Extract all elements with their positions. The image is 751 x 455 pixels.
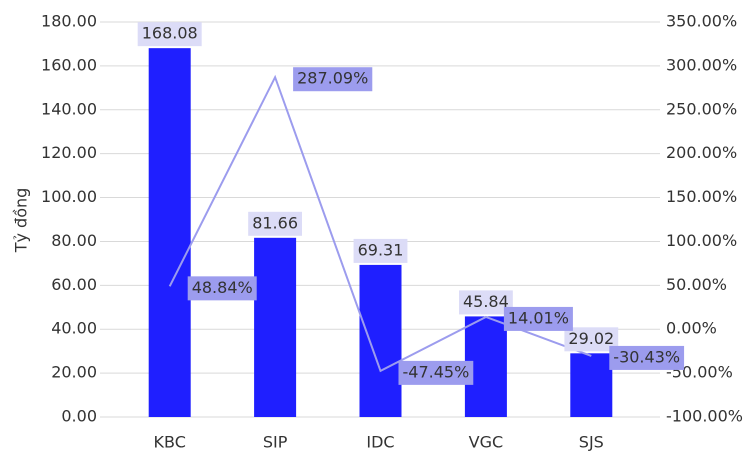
- y2-tick-label: -100.00%: [666, 407, 743, 426]
- data-label: -47.45%: [398, 360, 474, 385]
- bar: [148, 48, 191, 417]
- data-label-text: 48.84%: [192, 278, 253, 297]
- data-label: -30.43%: [609, 345, 685, 370]
- data-label-text: -30.43%: [613, 347, 680, 366]
- y-tick-label: 180.00: [41, 12, 97, 31]
- data-label-box: [503, 306, 573, 331]
- y2-tick-label: 350.00%: [666, 12, 737, 31]
- data-label: 69.31: [353, 238, 408, 263]
- data-label-box: [293, 67, 373, 92]
- data-label-box: [398, 360, 474, 385]
- data-label: 29.02: [564, 327, 619, 352]
- x-tick-label: KBC: [154, 433, 186, 452]
- x-tick-label: SIP: [263, 433, 288, 452]
- data-label: 45.84: [458, 290, 513, 315]
- data-label: 287.09%: [293, 67, 373, 92]
- bar: [570, 353, 613, 417]
- x-tick-label: VGC: [469, 433, 504, 452]
- y2-tick-label: 0.00%: [666, 319, 717, 338]
- y2-tick-label: 150.00%: [666, 187, 737, 206]
- data-label-box: [564, 327, 619, 352]
- y-axis-title: Tỷ đồng: [12, 188, 31, 254]
- data-label-text: 168.08: [142, 24, 198, 43]
- data-label-box: [353, 238, 408, 263]
- y-tick-label: 140.00: [41, 99, 97, 118]
- bar: [254, 237, 297, 417]
- y-tick-label: 60.00: [51, 275, 97, 294]
- y2-tick-label: 300.00%: [666, 55, 737, 74]
- y-tick-label: 0.00: [61, 407, 97, 426]
- data-label-box: [248, 211, 303, 236]
- data-label-text: -47.45%: [403, 362, 470, 381]
- data-label-box: [137, 22, 202, 47]
- y-tick-label: 100.00: [41, 187, 97, 206]
- data-label-text: 45.84: [463, 292, 509, 311]
- data-label-box: [458, 290, 513, 315]
- y2-tick-label: 200.00%: [666, 143, 737, 162]
- data-label: 48.84%: [187, 276, 257, 301]
- data-label-text: 29.02: [568, 329, 614, 348]
- y2-tick-label: 100.00%: [666, 231, 737, 250]
- y-tick-label: 40.00: [51, 319, 97, 338]
- y-tick-label: 80.00: [51, 231, 97, 250]
- data-label-text: 287.09%: [297, 69, 368, 88]
- data-label-text: 81.66: [252, 213, 298, 232]
- data-label: 81.66: [248, 211, 303, 236]
- data-label: 168.08: [137, 22, 202, 47]
- y-tick-label: 20.00: [51, 363, 97, 382]
- data-label-text: 14.01%: [508, 308, 569, 327]
- y-tick-label: 160.00: [41, 55, 97, 74]
- y2-tick-label: 250.00%: [666, 99, 737, 118]
- data-label-box: [609, 345, 685, 370]
- y-tick-label: 120.00: [41, 143, 97, 162]
- y2-tick-label: 50.00%: [666, 275, 727, 294]
- bar: [359, 264, 402, 417]
- data-label: 14.01%: [503, 306, 573, 331]
- x-tick-label: SJS: [579, 433, 604, 452]
- data-label-text: 69.31: [358, 240, 404, 259]
- data-label-box: [187, 276, 257, 301]
- x-tick-label: IDC: [366, 433, 394, 452]
